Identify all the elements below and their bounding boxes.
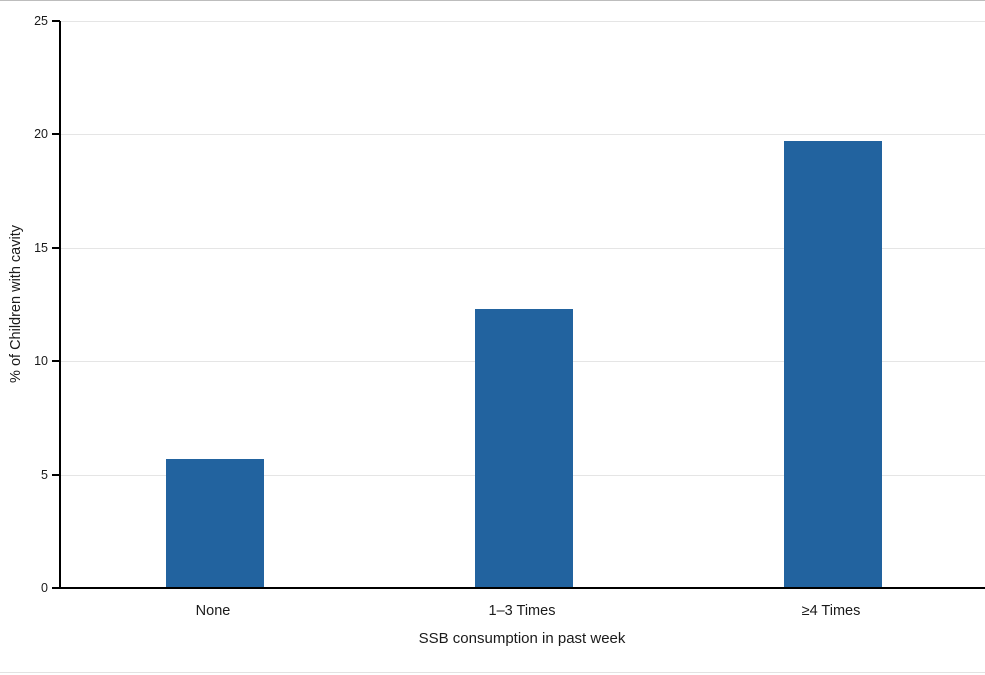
y-tick-label: 10 [34, 354, 48, 368]
gridline [61, 134, 985, 135]
x-axis-line [52, 587, 985, 589]
y-tick-label: 20 [34, 127, 48, 141]
y-axis-tick [52, 247, 60, 249]
y-tick-label: 0 [41, 581, 48, 595]
y-axis-tick [52, 360, 60, 362]
y-axis-tick [52, 20, 60, 22]
bar [166, 459, 264, 588]
bar [475, 309, 573, 588]
top-border-line [0, 0, 985, 1]
y-tick-label: 25 [34, 14, 48, 28]
x-category-label: ≥4 Times [801, 603, 861, 619]
x-category-label: None [195, 603, 231, 619]
bar [784, 141, 882, 588]
y-axis-tick [52, 133, 60, 135]
y-axis-tick [52, 474, 60, 476]
gridline [61, 248, 985, 249]
y-tick-label: 15 [34, 241, 48, 255]
plot-area [59, 21, 985, 588]
bottom-border-line [0, 672, 985, 673]
x-axis-title: SSB consumption in past week [418, 630, 626, 647]
x-category-label: 1–3 Times [488, 603, 556, 619]
gridline [61, 21, 985, 22]
y-tick-label: 5 [41, 468, 48, 482]
